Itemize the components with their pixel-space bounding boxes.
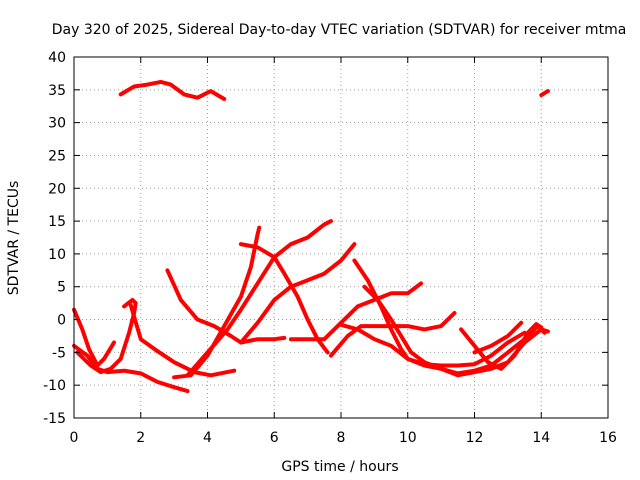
series-line-pass-6 [128, 303, 237, 378]
series-line-pass-7 [165, 268, 287, 345]
chart-title: Day 320 of 2025, Sidereal Day-to-day VTE… [52, 22, 627, 38]
series-line-pass-12 [288, 281, 424, 342]
series-line-pass-8 [172, 225, 262, 380]
series-line-pass-3 [72, 307, 116, 368]
y-tick-label: -15 [43, 411, 66, 427]
series-line-pass-5 [75, 297, 138, 375]
y-tick-label: 5 [57, 280, 66, 296]
y-tick-label: -5 [52, 345, 66, 361]
x-tick-label: 12 [466, 430, 484, 446]
x-tick-label: 8 [337, 430, 346, 446]
x-tick-label: 0 [70, 430, 79, 446]
series-line-pass-14 [352, 258, 527, 368]
x-tick-label: 16 [599, 430, 617, 446]
series-line-pass-17 [459, 322, 544, 371]
y-tick-label: 0 [57, 313, 66, 329]
x-tick-label: 2 [136, 430, 145, 446]
series-line-pass-2 [539, 89, 550, 98]
x-tick-label: 4 [203, 430, 212, 446]
data-traces [72, 79, 550, 394]
series-line-pass-18 [472, 320, 524, 355]
series-line-pass-9 [185, 219, 333, 378]
y-tick-label: -10 [43, 378, 66, 394]
series-line-pass-4 [72, 343, 190, 394]
y-tick-label: 15 [48, 214, 66, 230]
y-axis-label: SDTVAR / TECUs [6, 181, 22, 296]
gridlines [74, 57, 608, 418]
series-line-pass-1 [118, 79, 227, 101]
y-tick-label: 20 [48, 181, 66, 197]
y-tick-label: 10 [48, 247, 66, 263]
y-tick-label: 40 [48, 50, 66, 66]
y-tick-label: 30 [48, 116, 66, 132]
series-line-pass-11 [238, 242, 330, 355]
x-tick-label: 10 [399, 430, 417, 446]
y-tick-label: 25 [48, 148, 66, 164]
series-line-pass-10 [238, 242, 357, 345]
y-tick-label: 35 [48, 83, 66, 99]
x-tick-label: 6 [270, 430, 279, 446]
x-axis-label: GPS time / hours [281, 459, 398, 475]
x-tick-label: 14 [532, 430, 550, 446]
axis-ticks: 0 2 4 6 8 10 12 14 16 -15 -10 -5 0 5 10 15 20 25 30 35 40 [43, 50, 617, 446]
